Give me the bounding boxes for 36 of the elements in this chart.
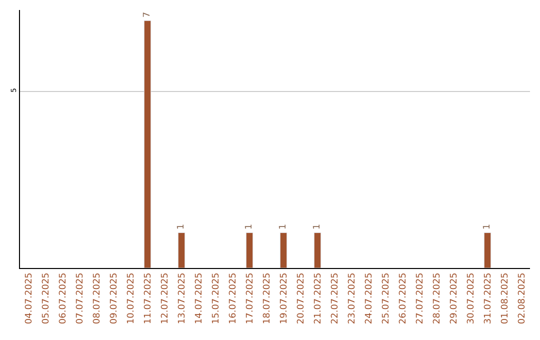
x-tick-label: 13.07.2025 <box>177 272 188 324</box>
x-tick-label: 28.07.2025 <box>432 272 442 324</box>
x-tick-label: 15.07.2025 <box>211 272 222 324</box>
data-label: 1 <box>244 224 254 230</box>
x-tick-label: 08.07.2025 <box>92 272 102 324</box>
x-tick-label: 14.07.2025 <box>194 272 204 324</box>
x-tick-label: 10.07.2025 <box>126 272 136 324</box>
x-tick-label: 21.07.2025 <box>313 272 324 324</box>
x-tick-label: 06.07.2025 <box>58 272 68 324</box>
x-tick-label: 31.07.2025 <box>483 272 494 324</box>
x-tick-label: 16.07.2025 <box>228 272 238 324</box>
x-tick-label: 20.07.2025 <box>296 272 306 324</box>
x-tick-label: 02.08.2025 <box>517 272 528 324</box>
x-tick-label: 05.07.2025 <box>41 272 52 324</box>
x-tick-label: 26.07.2025 <box>398 272 408 324</box>
x-tick-label: 04.07.2025 <box>24 272 34 324</box>
x-tick-label: 19.07.2025 <box>279 272 290 324</box>
x-tick-label: 11.07.2025 <box>143 272 154 324</box>
x-tick-label: 30.07.2025 <box>466 272 476 324</box>
data-label: 7 <box>142 12 152 18</box>
x-tick-label: 22.07.2025 <box>330 272 340 324</box>
x-tick-label: 01.08.2025 <box>500 272 510 324</box>
x-tick-label: 27.07.2025 <box>415 272 426 324</box>
data-label: 1 <box>176 224 186 230</box>
x-tick-label: 09.07.2025 <box>109 272 120 324</box>
x-tick-label: 24.07.2025 <box>364 272 374 324</box>
x-tick-label: 18.07.2025 <box>262 272 272 324</box>
x-tick-label: 07.07.2025 <box>75 272 86 324</box>
data-label: 1 <box>278 224 288 230</box>
data-label: 1 <box>482 224 492 230</box>
x-tick-label: 17.07.2025 <box>245 272 256 324</box>
x-tick-label: 25.07.2025 <box>381 272 392 324</box>
data-label: 1 <box>312 224 322 230</box>
x-tick-label: 29.07.2025 <box>449 272 460 324</box>
x-tick-label: 23.07.2025 <box>347 272 358 324</box>
x-tick-label: 12.07.2025 <box>160 272 170 324</box>
